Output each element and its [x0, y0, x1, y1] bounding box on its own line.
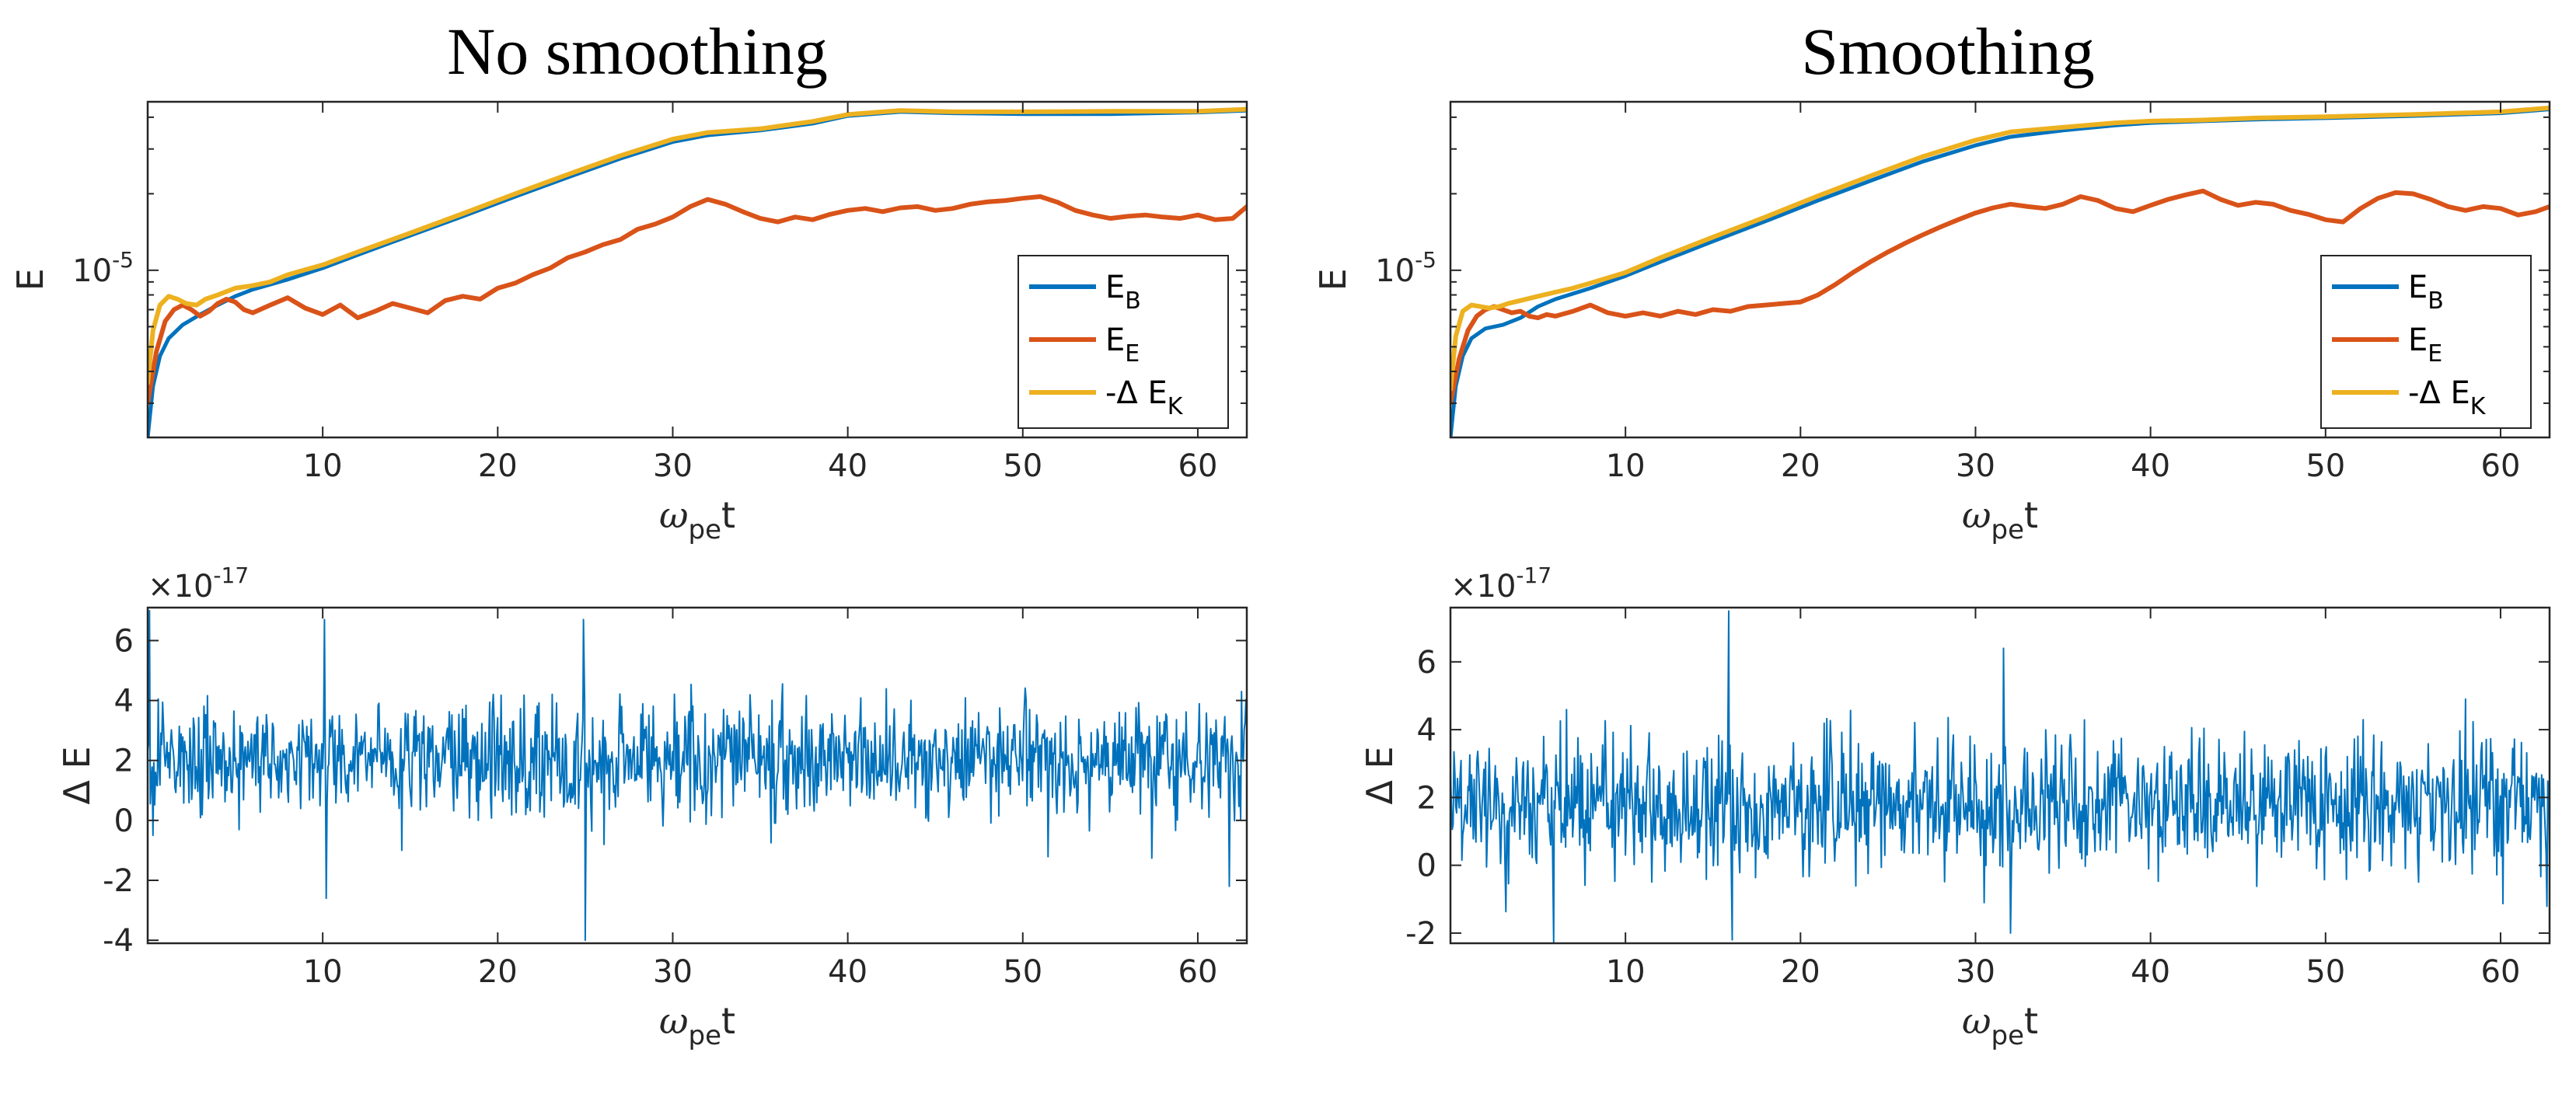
x-tick-label: 30: [653, 448, 693, 484]
legend-label: EB: [1105, 270, 1141, 315]
series-line-ΔE: [148, 609, 1247, 942]
panel-title-right: Smoothing: [1801, 14, 2095, 89]
x-tick-label: 50: [2305, 954, 2345, 990]
legend-label: -Δ EK: [2408, 375, 2487, 420]
x-tick-label: 60: [2481, 448, 2521, 484]
x-tick-label: 60: [2481, 954, 2521, 990]
y-tick-label: 4: [1417, 712, 1436, 748]
chart-delta-e-no-smoothing: 10 20 30 40 50 60 -4 -2 0 2 4 6 Δ E ×10-17 ωpet: [56, 563, 1248, 1051]
x-tick-label: 10: [1606, 954, 1646, 990]
y-tick-label: -2: [1405, 916, 1436, 952]
y-tick-label: -4: [103, 923, 134, 959]
x-tick-label: 10: [1606, 448, 1646, 484]
axes-frame: [146, 606, 1248, 945]
x-tick-label: 50: [1003, 448, 1042, 484]
x-tick-label: 20: [478, 448, 518, 484]
y-tick-label: 2: [1417, 780, 1436, 816]
y-tick-label: 10-5: [72, 247, 134, 289]
data-group: [1450, 105, 2550, 437]
x-axis-label: ωpet: [659, 1000, 735, 1051]
legend-label: EE: [1105, 322, 1140, 368]
x-tick-label: 40: [828, 448, 867, 484]
data-group: [1450, 610, 2550, 943]
y-tick-label: 2: [114, 744, 134, 779]
data-group: [148, 609, 1247, 942]
legend: EB EE -Δ EK: [1017, 255, 1229, 429]
series-line--Δ E_K: [1450, 105, 2550, 392]
panel-title-left: No smoothing: [447, 14, 828, 89]
y-tick-label: -2: [103, 863, 134, 899]
x-tick-label: 40: [828, 954, 867, 990]
x-tick-label: 40: [2131, 448, 2170, 484]
axes-frame: [1449, 606, 2551, 945]
x-axis-label: ωpet: [1962, 494, 2038, 545]
series-line-E_E: [148, 194, 1247, 406]
series-line-E_E: [1450, 188, 2550, 406]
x-tick-label: 60: [1178, 448, 1218, 484]
y-axis-label: E: [1312, 268, 1354, 291]
y-axis-label: Δ E: [1359, 746, 1401, 804]
data-group: [148, 106, 1247, 437]
x-tick-label: 30: [653, 954, 693, 990]
y-tick-label: 6: [1417, 645, 1436, 681]
x-tick-label: 30: [1956, 448, 1995, 484]
series-line-ΔE: [1450, 610, 2550, 943]
x-tick-label: 20: [1781, 954, 1820, 990]
legend-label: -Δ EK: [1105, 375, 1184, 420]
y-axis-label: E: [9, 268, 51, 291]
x-tick-label: 30: [1956, 954, 1995, 990]
x-tick-label: 50: [2305, 448, 2345, 484]
y-tick-label: 10-5: [1375, 247, 1436, 289]
legend: EB EE -Δ EK: [2320, 255, 2532, 429]
x-tick-label: 10: [303, 448, 343, 484]
x-tick-label: 60: [1178, 954, 1218, 990]
y-tick-label: 6: [114, 623, 134, 659]
x-tick-label: 40: [2131, 954, 2170, 990]
y-axis-label: Δ E: [56, 746, 98, 804]
chart-delta-e-smoothing: 10 20 30 40 50 60 -2 0 2 4 6 Δ E ×10-17 ωpet: [1359, 563, 2551, 1051]
x-tick-label: 20: [478, 954, 518, 990]
series-line--Δ E_K: [148, 106, 1247, 385]
x-axis-label: ωpet: [1962, 1000, 2038, 1051]
y-tick-label: 0: [114, 803, 134, 839]
x-tick-label: 50: [1003, 954, 1042, 990]
x-tick-label: 20: [1781, 448, 1820, 484]
y-multiplier: ×10-17: [148, 563, 249, 604]
x-axis-label: ωpet: [659, 494, 735, 545]
y-tick-label: 4: [114, 684, 134, 719]
y-tick-label: 0: [1417, 848, 1436, 884]
legend-label: EB: [2408, 270, 2444, 315]
legend-label: EE: [2408, 322, 2442, 368]
y-multiplier: ×10-17: [1450, 563, 1552, 604]
x-tick-label: 10: [303, 954, 343, 990]
